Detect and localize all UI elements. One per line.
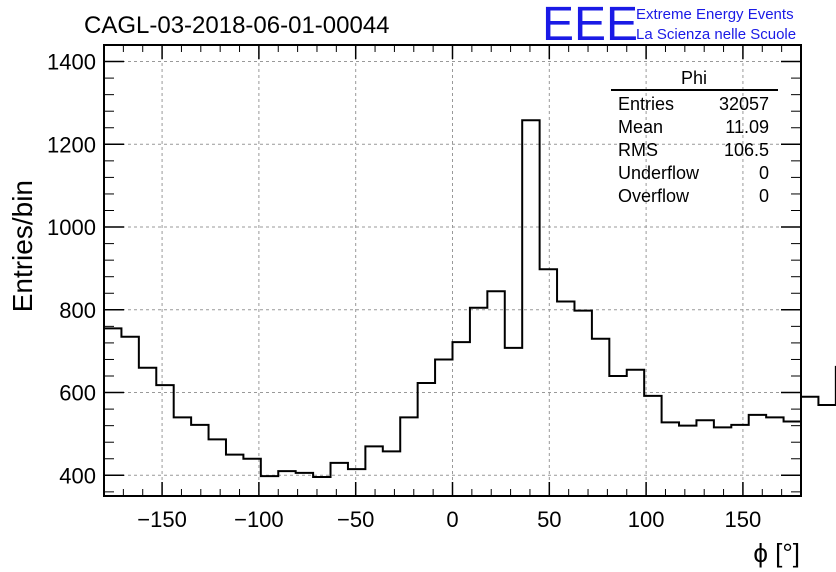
stats-value-underflow: 0 [759, 163, 769, 183]
stats-value-rms: 106.5 [724, 140, 769, 160]
stats-value-overflow: 0 [759, 186, 769, 206]
grid [104, 45, 801, 496]
y-tick-label: 1000 [47, 215, 96, 240]
stats-label-underflow: Underflow [618, 163, 700, 183]
stats-label-entries: Entries [618, 94, 674, 114]
logo-line-1: Extreme Energy Events [636, 6, 794, 23]
x-tick-label: −100 [234, 507, 284, 532]
x-tick-labels: −150 −100 −50 0 50 100 150 [137, 507, 761, 532]
y-tick-label: 600 [59, 381, 96, 406]
histogram-line [104, 119, 836, 478]
run-title: CAGL-03-2018-06-01-00044 [84, 12, 390, 39]
stats-title: Phi [681, 68, 707, 88]
eee-logo: EEE [542, 0, 638, 51]
x-tick-label: 50 [537, 507, 561, 532]
stats-value-mean: 11.09 [725, 117, 769, 137]
y-axis-label: Entries/bin [7, 180, 38, 312]
plot-frame [103, 44, 802, 497]
logo-line-2: La Scienza nelle Scuole [636, 26, 796, 43]
stats-label-rms: RMS [618, 140, 658, 160]
y-tick-label: 1200 [47, 132, 96, 157]
x-tick-label: −50 [337, 507, 374, 532]
stats-label-overflow: Overflow [618, 186, 690, 206]
x-tick-label: 100 [628, 507, 665, 532]
y-tick-labels: 400 600 800 1000 1200 1400 [47, 50, 96, 489]
x-tick-label: 150 [725, 507, 762, 532]
plot-area [104, 45, 801, 496]
y-tick-label: 1400 [47, 50, 96, 75]
y-tick-label: 400 [59, 463, 96, 488]
x-tick-label: −150 [137, 507, 187, 532]
stats-label-mean: Mean [618, 117, 663, 137]
stats-value-entries: 32057 [719, 94, 769, 114]
stats-box: Phi Entries 32057 Mean 11.09 RMS 106.5 U… [611, 68, 778, 206]
x-axis-label: ϕ [°] [753, 538, 800, 568]
x-tick-label: 0 [446, 507, 458, 532]
y-tick-label: 800 [59, 298, 96, 323]
